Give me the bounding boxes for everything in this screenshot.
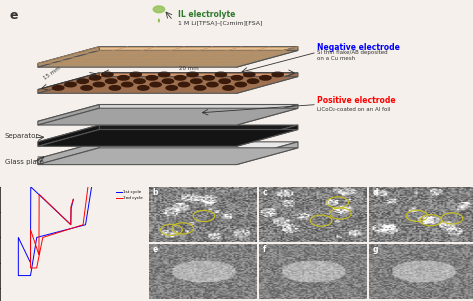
Circle shape [235, 82, 246, 87]
Polygon shape [38, 148, 298, 165]
Text: c: c [263, 188, 267, 197]
Circle shape [162, 79, 174, 83]
Circle shape [134, 79, 145, 83]
1st cycle [70, 197, 76, 201]
Polygon shape [153, 6, 165, 13]
Text: Glass plate: Glass plate [5, 159, 44, 165]
Polygon shape [38, 73, 298, 90]
1st cycle [35, 235, 40, 239]
Polygon shape [38, 125, 298, 142]
Circle shape [65, 82, 76, 87]
1st cycle [49, 232, 55, 235]
Polygon shape [236, 142, 298, 165]
Circle shape [187, 72, 198, 77]
Circle shape [146, 76, 158, 80]
1st cycle [27, 259, 33, 263]
Circle shape [89, 76, 101, 80]
Circle shape [109, 86, 121, 90]
Circle shape [191, 79, 202, 83]
2nd cycle [43, 235, 48, 238]
Polygon shape [236, 47, 298, 67]
Line: 1st cycle: 1st cycle [18, 187, 92, 276]
Circle shape [118, 76, 129, 80]
2nd cycle [28, 266, 34, 270]
Circle shape [102, 72, 113, 77]
2nd cycle [53, 231, 59, 235]
Text: g: g [373, 246, 378, 254]
Circle shape [178, 82, 190, 87]
Line: 2nd cycle: 2nd cycle [31, 187, 88, 268]
Polygon shape [38, 47, 99, 67]
Circle shape [158, 72, 170, 77]
Text: Separator: Separator [5, 133, 39, 139]
Circle shape [53, 86, 64, 90]
Text: d: d [373, 188, 378, 197]
Circle shape [219, 79, 230, 83]
Text: IL electrolyte: IL electrolyte [178, 10, 235, 19]
2nd cycle [36, 193, 42, 196]
1st cycle [48, 232, 54, 235]
Text: 15 mm: 15 mm [43, 66, 61, 81]
Polygon shape [236, 73, 298, 93]
Legend: 1st cycle, 2nd cycle: 1st cycle, 2nd cycle [114, 189, 145, 202]
Polygon shape [38, 125, 99, 146]
Circle shape [175, 76, 186, 80]
Polygon shape [38, 129, 298, 146]
Text: e: e [152, 246, 158, 254]
Text: Negative electrode: Negative electrode [317, 43, 400, 52]
Circle shape [215, 72, 227, 77]
1st cycle [89, 185, 95, 188]
Polygon shape [236, 125, 298, 146]
Circle shape [247, 79, 259, 83]
Polygon shape [236, 104, 298, 125]
Text: b: b [152, 188, 158, 197]
1st cycle [57, 213, 63, 216]
Text: 1 M Li[TFSA]–[C₂mim][FSA]: 1 M Li[TFSA]–[C₂mim][FSA] [178, 20, 263, 25]
Polygon shape [38, 104, 298, 121]
2nd cycle [70, 197, 76, 201]
Text: 20 mm: 20 mm [179, 66, 199, 71]
1st cycle [35, 191, 40, 195]
Circle shape [260, 76, 271, 80]
Text: Positive electrode: Positive electrode [317, 96, 395, 105]
Text: e: e [9, 9, 18, 22]
Polygon shape [38, 108, 298, 125]
Polygon shape [38, 104, 99, 125]
2nd cycle [60, 216, 66, 219]
Circle shape [231, 76, 243, 80]
Polygon shape [38, 47, 298, 64]
Polygon shape [38, 76, 298, 93]
Circle shape [130, 72, 141, 77]
Circle shape [150, 82, 161, 87]
Circle shape [105, 79, 117, 83]
2nd cycle [54, 231, 60, 235]
2nd cycle [85, 185, 91, 188]
1st cycle [16, 274, 21, 278]
Text: LiCoO₂-coated on an Al foil: LiCoO₂-coated on an Al foil [317, 107, 390, 112]
Polygon shape [38, 142, 99, 165]
Text: f: f [263, 246, 266, 254]
Polygon shape [38, 142, 298, 159]
Circle shape [207, 82, 218, 87]
Polygon shape [38, 73, 99, 93]
Polygon shape [38, 50, 298, 67]
Circle shape [81, 86, 92, 90]
Circle shape [93, 82, 105, 87]
Circle shape [122, 82, 133, 87]
Text: Si thin flake/AB deposited
on a Cu mesh: Si thin flake/AB deposited on a Cu mesh [317, 50, 387, 61]
Circle shape [203, 76, 214, 80]
Circle shape [272, 72, 283, 77]
2nd cycle [43, 198, 48, 202]
Circle shape [194, 86, 206, 90]
Circle shape [244, 72, 255, 77]
Circle shape [166, 86, 177, 90]
Circle shape [138, 86, 149, 90]
Circle shape [223, 86, 234, 90]
Circle shape [77, 79, 88, 83]
